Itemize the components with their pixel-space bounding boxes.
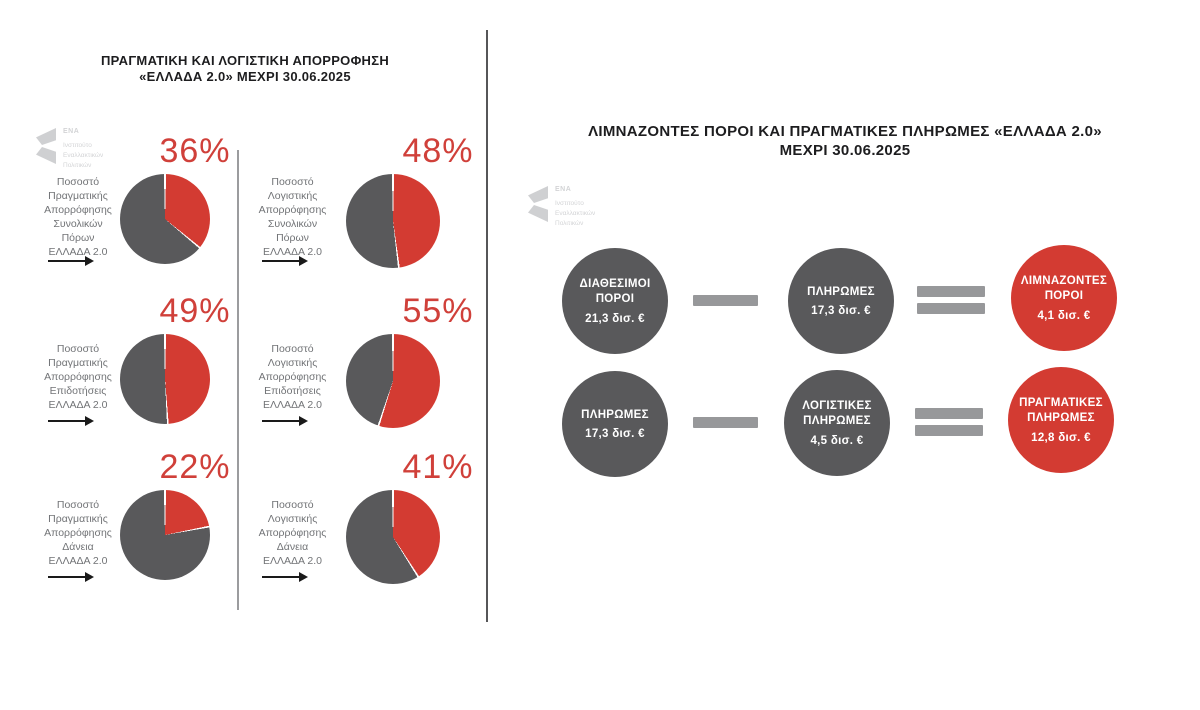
- right-panel-title: ΛΙΜΝΑΖΟΝΤΕΣ ΠΟΡΟΙ ΚΑΙ ΠΡΑΓΜΑΤΙΚΕΣ ΠΛΗΡΩΜ…: [588, 123, 1102, 159]
- pie-chart-real-loans: [120, 490, 210, 580]
- ena-logo-icon: [528, 186, 548, 228]
- pie-block-accounting-loans: 41% Ποσοστό Λογιστικής Απορρόφησης Δάνει…: [250, 448, 475, 604]
- right-arrow-icon: [262, 572, 308, 582]
- percent-label: 36%: [159, 132, 231, 170]
- ena-logo-brand: ENA: [63, 128, 80, 135]
- percent-label: 22%: [159, 448, 231, 486]
- minus-icon: [693, 417, 758, 428]
- circle-value: 4,1 δισ. €: [1037, 309, 1091, 322]
- circle-value: 21,3 δισ. €: [585, 312, 645, 325]
- right-arrow-icon: [48, 256, 94, 266]
- right-arrow-icon: [48, 572, 94, 582]
- circle-value: 4,5 δισ. €: [810, 434, 864, 447]
- circle-real-payments: ΠΡΑΓΜΑΤΙΚΕΣ ΠΛΗΡΩΜΕΣ 12,8 δισ. €: [1008, 367, 1114, 473]
- pie-caption: Ποσοστό Λογιστικής Απορρόφησης Επιδοτήσε…: [258, 343, 327, 411]
- pie-chart-real-subsidies: [120, 334, 210, 424]
- right-arrow-icon: [262, 256, 308, 266]
- percent-label: 48%: [402, 132, 474, 170]
- equals-icon: [917, 303, 985, 314]
- circle-payments-row1: ΠΛΗΡΩΜΕΣ 17,3 δισ. €: [788, 248, 894, 354]
- panel-divider: [486, 30, 488, 622]
- circle-value: 17,3 δισ. €: [585, 428, 645, 441]
- percent-label: 55%: [402, 292, 474, 330]
- circle-value: 17,3 δισ. €: [811, 305, 871, 318]
- equals-icon: [917, 286, 985, 297]
- pie-block-accounting-subsidies: 55% Ποσοστό Λογιστικής Απορρόφησης Επιδο…: [250, 292, 475, 448]
- pie-chart-accounting-total: [346, 174, 440, 268]
- pie-block-real-total: 36% Ποσοστό Πραγματικής Απορρόφησης Συνο…: [30, 132, 240, 288]
- ena-logo-name: Ινστιτούτο Εναλλακτικών Πολιτικών: [555, 200, 596, 227]
- pie-chart-accounting-subsidies: [346, 334, 440, 428]
- right-arrow-icon: [262, 416, 308, 426]
- circle-accounting-payments: ΛΟΓΙΣΤΙΚΕΣ ΠΛΗΡΩΜΕΣ 4,5 δισ. €: [784, 370, 890, 476]
- pie-caption: Ποσοστό Πραγματικής Απορρόφησης Συνολικώ…: [44, 176, 112, 258]
- pie-caption: Ποσοστό Λογιστικής Απορρόφησης Δάνεια ΕΛ…: [258, 499, 327, 567]
- column-divider: [237, 150, 239, 610]
- ena-logo-brand: ENA: [555, 186, 572, 193]
- equals-icon: [915, 408, 983, 419]
- pie-chart-accounting-loans: [346, 490, 440, 584]
- equals-icon: [915, 425, 983, 436]
- pie-caption: Ποσοστό Λογιστικής Απορρόφησης Συνολικών…: [258, 176, 327, 258]
- ena-logo-name: Ινστιτούτο Εναλλακτικών Πολιτικών: [63, 142, 104, 169]
- percent-label: 41%: [402, 448, 474, 486]
- ena-logo: ENA Ινστιτούτο Εναλλακτικών Πολιτικών: [36, 128, 103, 170]
- ena-logo: ENA Ινστιτούτο Εναλλακτικών Πολιτικών: [528, 186, 595, 228]
- minus-icon: [693, 295, 758, 306]
- percent-label: 49%: [159, 292, 231, 330]
- circle-stagnant-resources: ΛΙΜΝΑΖΟΝΤΕΣ ΠΟΡΟΙ 4,1 δισ. €: [1011, 245, 1117, 351]
- right-arrow-icon: [48, 416, 94, 426]
- circle-payments-row2: ΠΛΗΡΩΜΕΣ 17,3 δισ. €: [562, 371, 668, 477]
- pie-block-real-loans: 22% Ποσοστό Πραγματικής Απορρόφησης Δάνε…: [30, 448, 240, 604]
- ena-logo-icon: [36, 128, 56, 170]
- pie-block-real-subsidies: 49% Ποσοστό Πραγματικής Απορρόφησης Επιδ…: [30, 292, 240, 448]
- left-panel-title: ΠΡΑΓΜΑΤΙΚΗ ΚΑΙ ΛΟΓΙΣΤΙΚΗ ΑΠΟΡΡΟΦΗΣΗ «ΕΛΛ…: [100, 52, 390, 84]
- circle-value: 12,8 δισ. €: [1031, 431, 1091, 444]
- circle-available-resources: ΔΙΑΘΕΣΙΜΟΙ ΠΟΡΟΙ 21,3 δισ. €: [562, 248, 668, 354]
- pie-caption: Ποσοστό Πραγματικής Απορρόφησης Επιδοτήσ…: [44, 343, 112, 411]
- pie-chart-real-total: [120, 174, 210, 264]
- pie-caption: Ποσοστό Πραγματικής Απορρόφησης Δάνεια Ε…: [44, 499, 112, 567]
- pie-block-accounting-total: 48% Ποσοστό Λογιστικής Απορρόφησης Συνολ…: [250, 132, 475, 288]
